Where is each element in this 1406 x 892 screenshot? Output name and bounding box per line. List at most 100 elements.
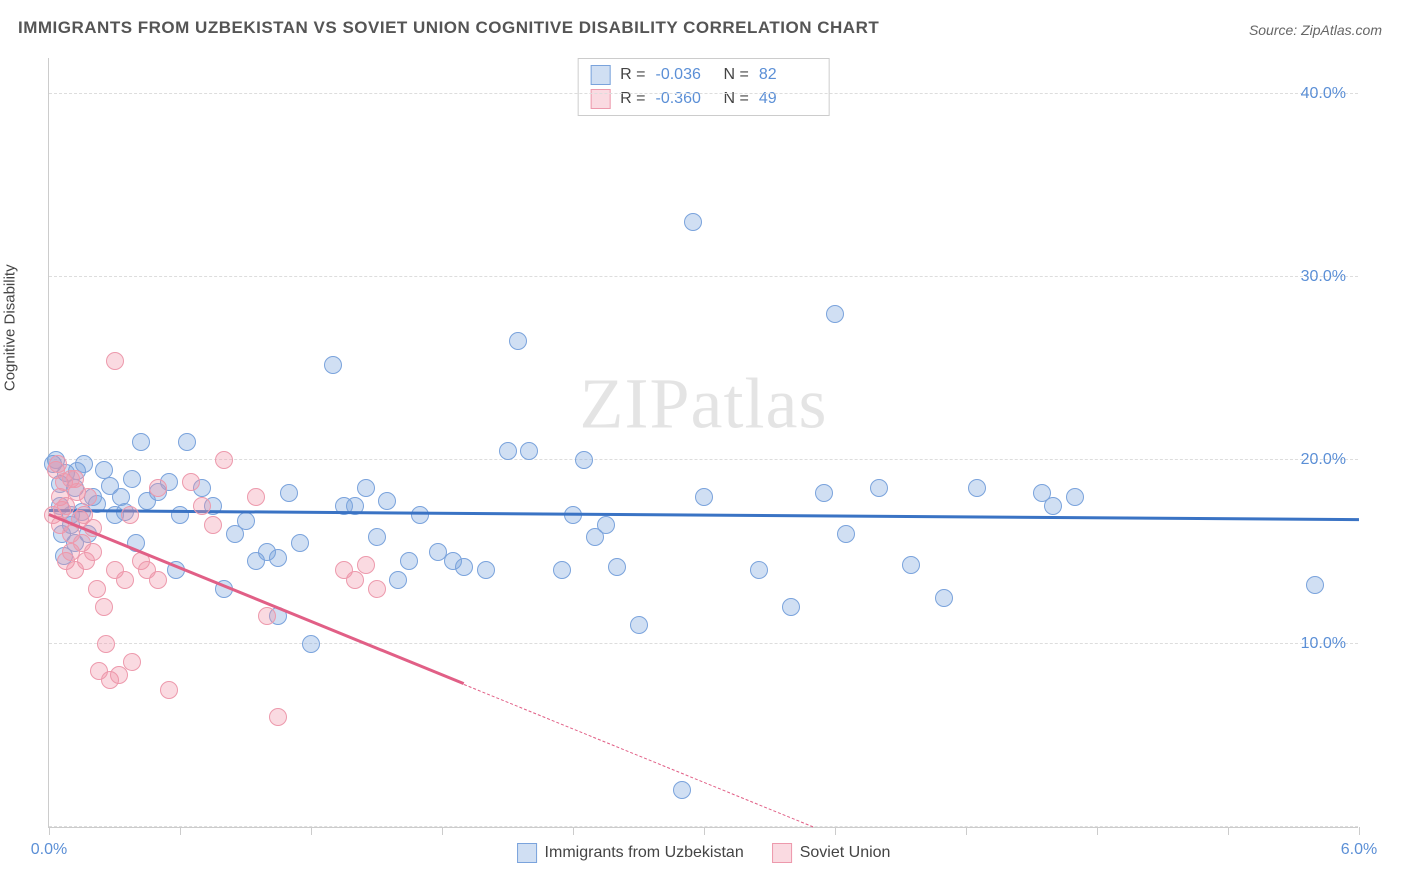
data-point <box>324 356 342 374</box>
x-tick-label: 6.0% <box>1341 841 1377 859</box>
x-tick <box>835 827 836 835</box>
data-point <box>291 534 309 552</box>
r-label: R = <box>620 66 645 84</box>
data-point <box>258 607 276 625</box>
data-point <box>499 442 517 460</box>
data-point <box>160 681 178 699</box>
correlation-chart: IMMIGRANTS FROM UZBEKISTAN VS SOVIET UNI… <box>0 0 1406 892</box>
gridline <box>49 93 1358 94</box>
data-point <box>695 488 713 506</box>
stats-legend: R = -0.036 N = 82 R =-0.360N =49 <box>577 58 830 116</box>
stats-legend-row: R =-0.360N =49 <box>590 87 817 111</box>
legend-item: Immigrants from Uzbekistan <box>517 843 744 863</box>
n-label: N = <box>724 66 749 84</box>
x-tick <box>180 827 181 835</box>
data-point <box>182 473 200 491</box>
chart-title: IMMIGRANTS FROM UZBEKISTAN VS SOVIET UNI… <box>18 18 879 38</box>
legend-swatch <box>590 65 610 85</box>
x-tick <box>1228 827 1229 835</box>
data-point <box>79 488 97 506</box>
data-point <box>520 442 538 460</box>
data-point <box>368 580 386 598</box>
x-tick <box>1097 827 1098 835</box>
data-point <box>630 616 648 634</box>
legend-label: Soviet Union <box>800 844 891 862</box>
legend-label: Immigrants from Uzbekistan <box>545 844 744 862</box>
data-point <box>123 653 141 671</box>
data-point <box>575 451 593 469</box>
data-point <box>132 433 150 451</box>
x-tick <box>1359 827 1360 835</box>
data-point <box>247 488 265 506</box>
data-point <box>400 552 418 570</box>
data-point <box>269 549 287 567</box>
data-point <box>357 556 375 574</box>
x-tick <box>311 827 312 835</box>
data-point <box>902 556 920 574</box>
trend-line <box>49 513 465 685</box>
y-tick-label: 40.0% <box>1301 85 1346 103</box>
gridline <box>49 459 1358 460</box>
data-point <box>935 589 953 607</box>
data-point <box>750 561 768 579</box>
y-tick-label: 20.0% <box>1301 451 1346 469</box>
data-point <box>378 492 396 510</box>
data-point <box>95 598 113 616</box>
data-point <box>346 571 364 589</box>
data-point <box>49 455 67 473</box>
r-value: -0.036 <box>656 66 714 84</box>
data-point <box>97 635 115 653</box>
legend-item: Soviet Union <box>772 843 891 863</box>
stats-legend-row: R = -0.036 N = 82 <box>590 63 817 87</box>
trend-line <box>464 684 814 827</box>
data-point <box>455 558 473 576</box>
x-tick <box>966 827 967 835</box>
legend-swatch <box>772 843 792 863</box>
data-point <box>84 543 102 561</box>
x-tick <box>704 827 705 835</box>
watermark: ZIPatlas <box>580 363 828 446</box>
source-attribution: Source: ZipAtlas.com <box>1249 22 1382 38</box>
data-point <box>123 470 141 488</box>
data-point <box>178 433 196 451</box>
data-point <box>368 528 386 546</box>
n-value: 82 <box>759 66 817 84</box>
source-value: ZipAtlas.com <box>1301 22 1382 38</box>
data-point <box>88 580 106 598</box>
data-point <box>968 479 986 497</box>
gridline <box>49 643 1358 644</box>
data-point <box>564 506 582 524</box>
data-point <box>357 479 375 497</box>
series-legend: Immigrants from Uzbekistan Soviet Union <box>517 843 891 863</box>
y-tick-label: 30.0% <box>1301 268 1346 286</box>
plot-area: ZIPatlas R =-0.036N =82R =-0.360N =49 Im… <box>48 58 1358 828</box>
data-point <box>269 708 287 726</box>
data-point <box>553 561 571 579</box>
data-point <box>597 516 615 534</box>
data-point <box>837 525 855 543</box>
data-point <box>684 213 702 231</box>
data-point <box>389 571 407 589</box>
data-point <box>1306 576 1324 594</box>
data-point <box>193 497 211 515</box>
data-point <box>1044 497 1062 515</box>
data-point <box>870 479 888 497</box>
data-point <box>149 479 167 497</box>
data-point <box>95 461 113 479</box>
data-point <box>608 558 626 576</box>
x-tick-label: 0.0% <box>31 841 67 859</box>
data-point <box>121 506 139 524</box>
data-point <box>149 571 167 589</box>
data-point <box>1066 488 1084 506</box>
data-point <box>116 571 134 589</box>
data-point <box>411 506 429 524</box>
x-tick <box>442 827 443 835</box>
y-tick-label: 10.0% <box>1301 635 1346 653</box>
data-point <box>782 598 800 616</box>
data-point <box>673 781 691 799</box>
data-point <box>280 484 298 502</box>
data-point <box>815 484 833 502</box>
gridline <box>49 276 1358 277</box>
data-point <box>215 451 233 469</box>
data-point <box>302 635 320 653</box>
